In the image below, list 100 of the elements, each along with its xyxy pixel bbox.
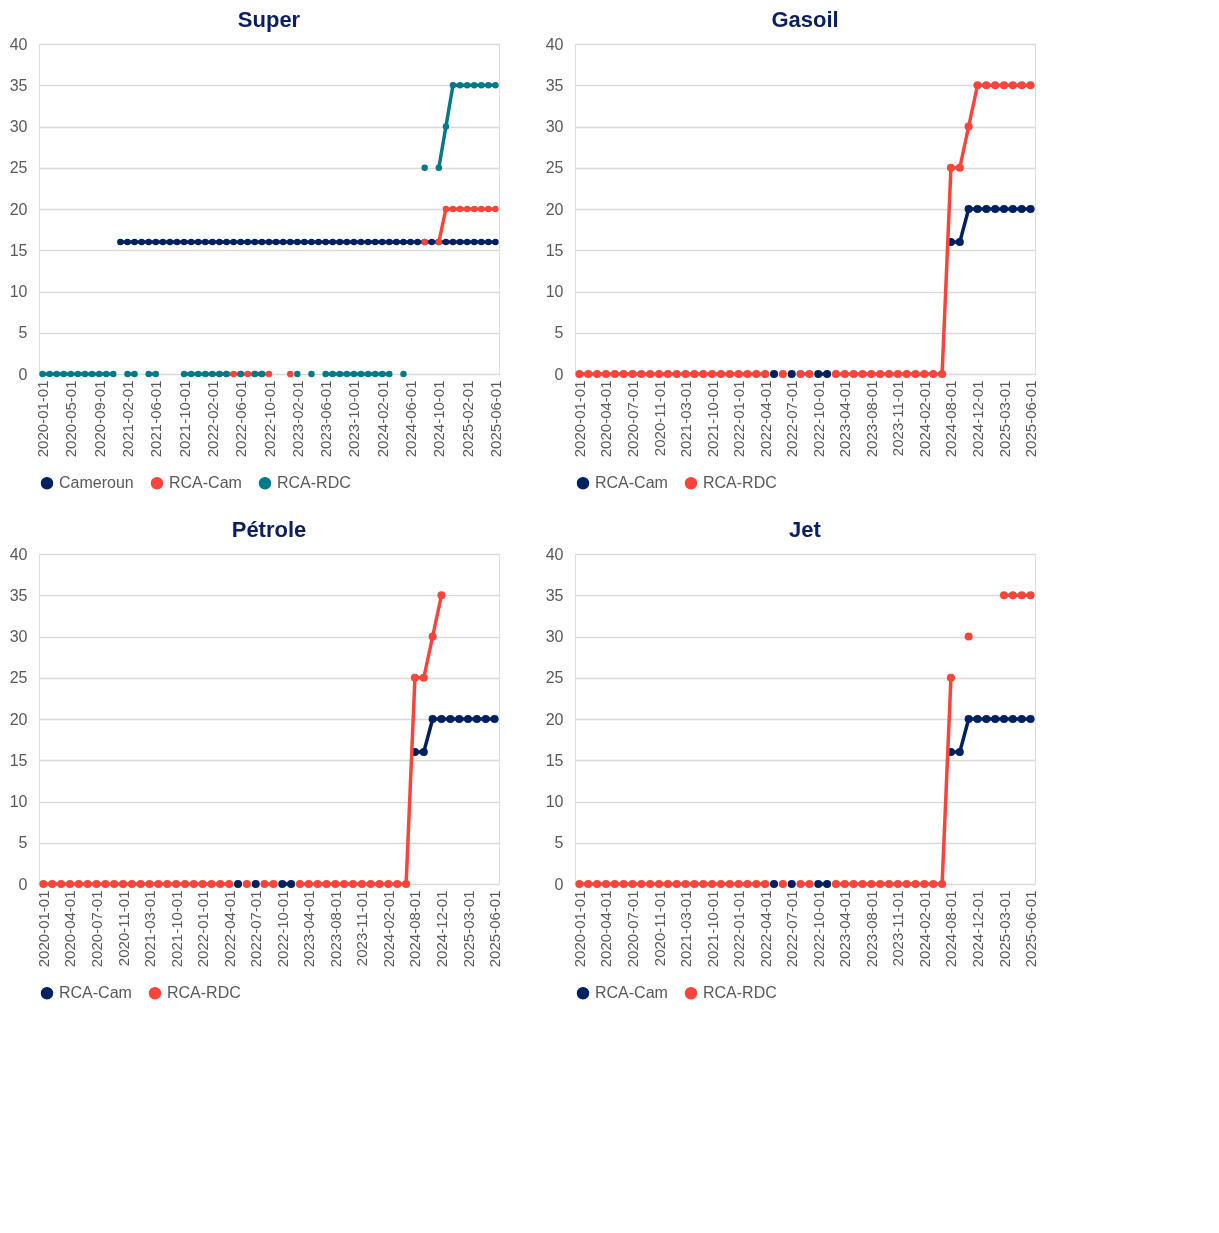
chart-title: Jet [789,517,822,542]
x-tick-label: 2025-06-01 [486,380,504,458]
point [849,879,858,889]
x-tick-label: 2020-04-01 [597,380,615,458]
point [610,879,619,889]
point [348,879,358,889]
point [127,879,136,889]
point [402,879,411,889]
y-tick-label: 10 [9,793,28,810]
point [202,238,209,246]
point [471,82,478,89]
x-tick-label: 2023-06-01 [317,380,335,458]
x-tick-label: 2024-06-01 [402,380,420,458]
point [796,879,805,889]
y-tick-label: 5 [554,324,564,342]
point [350,370,358,378]
point [386,370,393,378]
y-tick-label: 20 [9,710,28,728]
x-tick-label: 2022-04-01 [756,890,774,968]
x-tick-label: 2021-10-01 [167,890,185,968]
x-tick-label: 2023-04-01 [300,890,318,968]
y-tick-label: 35 [545,586,564,604]
point [442,238,450,246]
y-tick-label: 0 [18,875,28,893]
point [716,369,726,379]
point [386,238,393,246]
point [672,879,681,889]
x-tick-label: 2022-10-01 [260,380,278,458]
point [260,879,269,889]
point [1026,591,1035,600]
point [492,238,499,246]
point [340,879,349,889]
point [490,714,499,724]
chart-title: Super [237,7,301,32]
point [463,714,473,724]
point [81,370,89,378]
point [681,369,690,379]
point [716,879,726,889]
point [449,238,457,246]
x-tick-label: 2024-02-01 [915,380,933,458]
point [437,591,446,600]
point [110,370,117,378]
y-tick-label: 15 [545,751,564,769]
point [83,879,92,889]
point [920,369,929,379]
point [964,714,973,724]
point [964,122,973,131]
point [152,238,159,246]
point [195,370,202,378]
x-tick-label: 2022-07-01 [783,890,801,968]
point [258,238,266,246]
point [849,369,858,379]
point [371,370,379,378]
point [1017,204,1026,214]
point [456,82,464,89]
x-tick-label: 2024-02-01 [915,890,933,968]
y-tick-label: 0 [554,875,564,893]
point [725,879,734,889]
x-tick-label: 2020-01-01 [34,380,52,458]
y-tick-label: 0 [554,365,564,383]
point [999,714,1009,724]
point [159,238,167,246]
chart-title: Gasoil [771,7,839,32]
x-tick-label: 2020-07-01 [624,380,641,458]
point [269,879,278,889]
point [1008,714,1017,724]
point [708,879,717,889]
point [575,879,584,889]
x-tick-label: 2022-01-01 [730,380,748,458]
point [699,369,708,379]
point [481,714,490,724]
point [955,163,964,172]
point [329,370,336,378]
x-tick-label: 2022-10-01 [273,890,291,968]
point [628,879,637,889]
x-tick-label: 2024-08-01 [942,380,960,458]
x-tick-label: 2023-04-01 [836,380,854,458]
point [331,879,340,889]
point [858,879,867,889]
x-tick-label: 2020-01-01 [34,890,52,968]
point [251,238,259,246]
point [287,879,296,889]
point [166,238,174,246]
point [463,82,471,89]
point [124,238,131,246]
point [180,370,188,378]
point [761,369,770,379]
point [180,238,188,246]
point [876,879,885,889]
point [778,879,787,889]
x-tick-label: 2025-03-01 [995,380,1013,458]
x-tick-label: 2025-06-01 [1022,890,1040,968]
point [154,879,163,889]
x-tick-label: 2021-02-01 [118,380,136,458]
point [1017,81,1026,90]
point [435,164,443,171]
x-tick-label: 2020-11-01 [650,890,668,967]
point [584,369,593,379]
point [198,879,207,889]
point [244,370,251,378]
